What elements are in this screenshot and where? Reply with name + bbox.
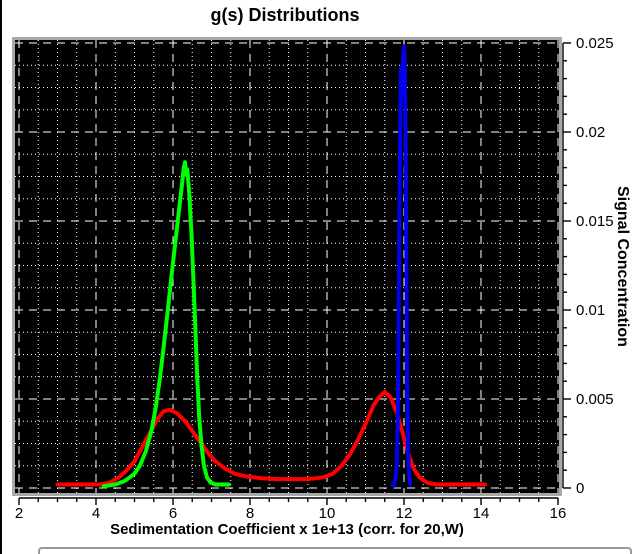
x-tick-label: 14 <box>472 505 490 522</box>
x-axis-title: Sedimentation Coefficient x 1e+13 (corr.… <box>110 521 464 538</box>
y-axis-title: Signal Concentration <box>614 186 631 347</box>
x-tick-label: 16 <box>549 505 567 522</box>
x-axis <box>18 497 559 505</box>
y-tick-label: 0 <box>576 480 585 497</box>
y-axis <box>562 42 571 489</box>
x-tick-label: 12 <box>395 505 413 522</box>
x-tick-label: 10 <box>318 505 336 522</box>
y-tick-label: 0.015 <box>576 213 614 230</box>
x-tick-label: 8 <box>245 505 255 522</box>
bottom-panel <box>38 547 632 554</box>
chart-title: g(s) Distributions <box>210 5 360 25</box>
plot-area[interactable] <box>12 37 562 496</box>
y-tick-label: 0.02 <box>576 124 606 141</box>
x-tick-label: 2 <box>14 505 24 522</box>
green-distribution-curve <box>101 160 231 489</box>
y-tick-label: 0.025 <box>576 35 614 52</box>
plot-canvas <box>15 40 559 493</box>
y-tick-label: 0.005 <box>576 391 614 408</box>
x-tick-label: 4 <box>91 505 101 522</box>
blue-distribution-curve <box>391 44 413 489</box>
x-tick-label: 6 <box>168 505 178 522</box>
y-tick-label: 0.01 <box>576 302 606 319</box>
red-distribution-curve <box>55 389 487 487</box>
